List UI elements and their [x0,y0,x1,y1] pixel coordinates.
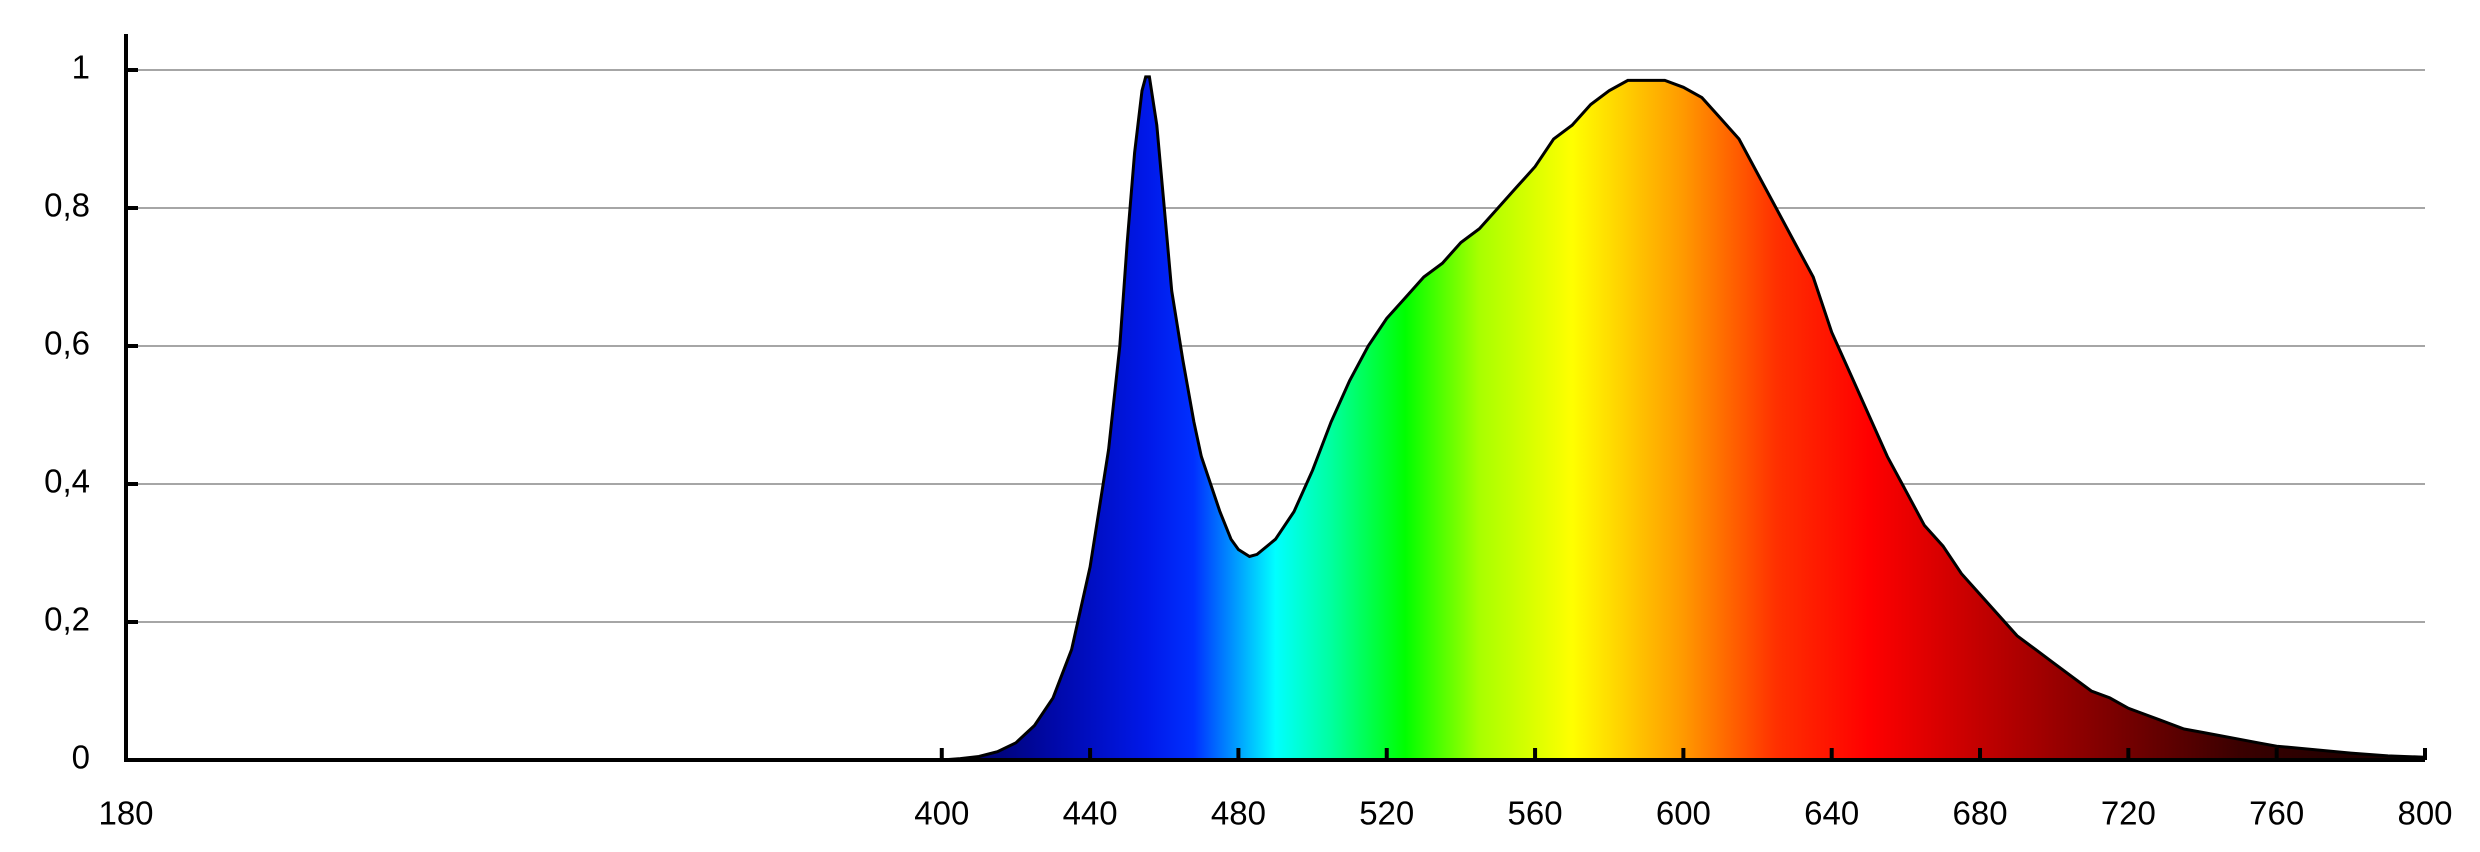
x-tick-label: 720 [2101,795,2156,832]
x-tick-label: 760 [2249,795,2304,832]
x-tick-label: 560 [1508,795,1563,832]
y-tick-label: 0,4 [44,463,90,500]
x-tick-label: 480 [1211,795,1266,832]
y-tick-label: 0,6 [44,325,90,362]
x-tick-label: 680 [1953,795,2008,832]
x-tick-label: 180 [98,795,153,832]
x-tick-label: 800 [2397,795,2452,832]
y-tick-label: 0,2 [44,601,90,638]
y-tick-label: 0 [72,739,90,776]
spectrum-area [941,76,2425,760]
x-tick-label: 600 [1656,795,1711,832]
x-tick-label: 520 [1359,795,1414,832]
y-tick-label: 0,8 [44,187,90,224]
x-tick-label: 400 [914,795,969,832]
x-tick-label: 640 [1804,795,1859,832]
x-tick-label: 440 [1063,795,1118,832]
spectrum-line [941,75,2426,762]
y-tick-label: 1 [72,49,90,86]
